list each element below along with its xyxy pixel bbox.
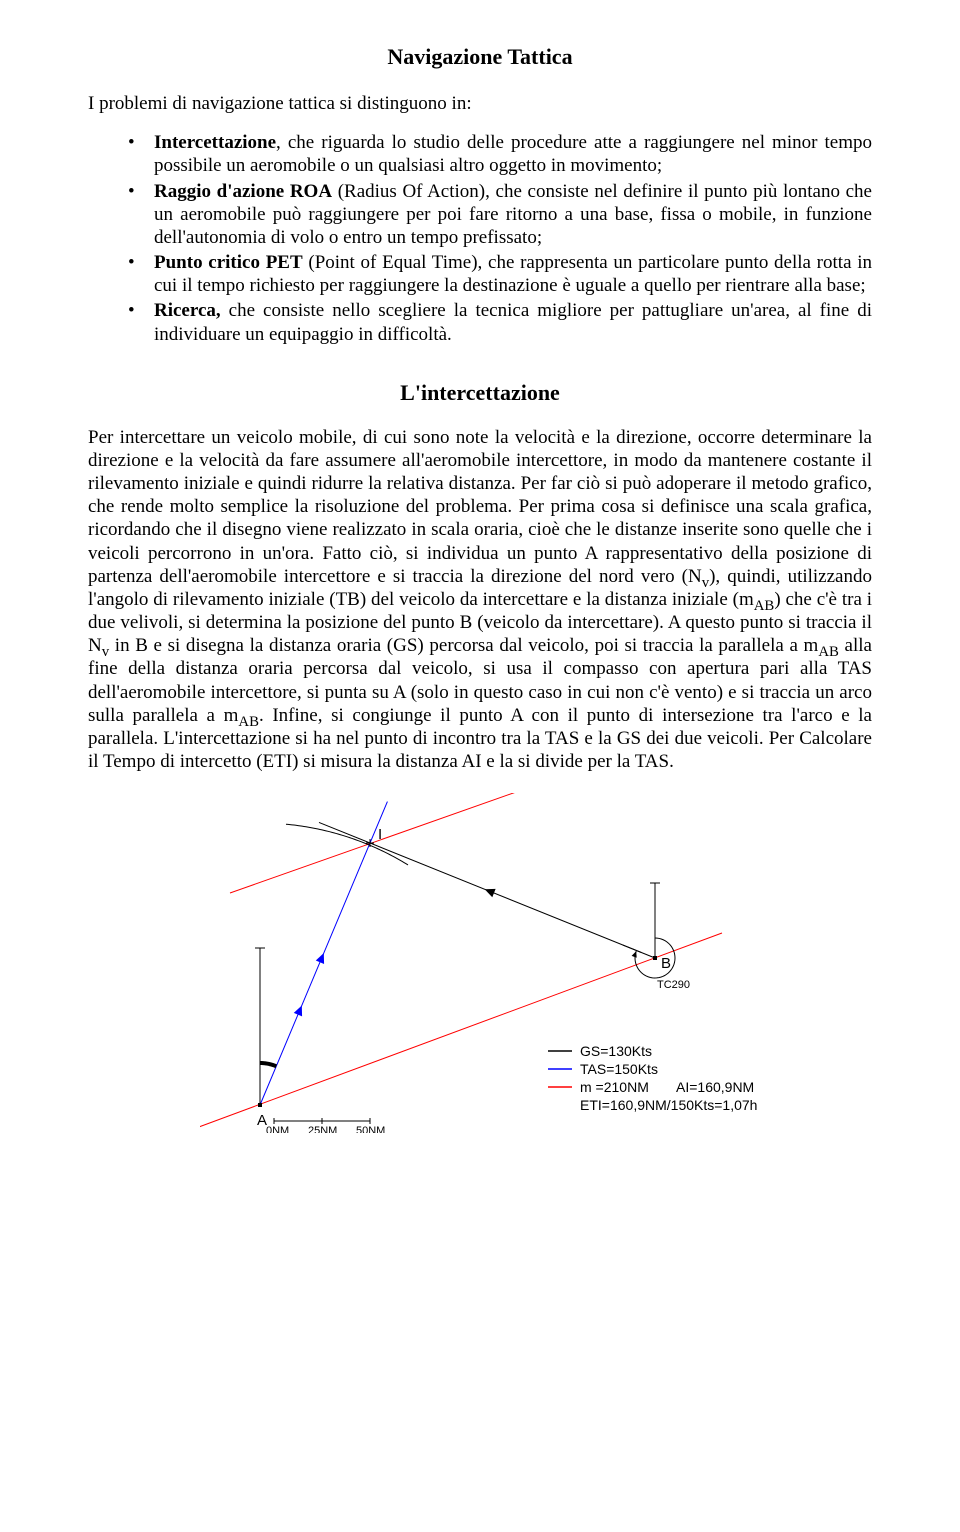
- body-paragraph: Per intercettare un veicolo mobile, di c…: [88, 426, 872, 774]
- diagram-container: ABITC2900NM25NM50NMGS=130KtsTAS=150Ktsm …: [88, 793, 872, 1133]
- page-root: Navigazione Tattica I problemi di naviga…: [0, 0, 960, 1173]
- svg-text:B: B: [661, 955, 671, 972]
- body-text: Per intercettare un veicolo mobile, di c…: [88, 427, 872, 587]
- svg-text:AI=160,9NM: AI=160,9NM: [676, 1079, 754, 1095]
- bullet-term: Punto critico PET: [154, 252, 303, 273]
- svg-text:GS=130Kts: GS=130Kts: [580, 1043, 652, 1059]
- section-title: L'intercettazione: [88, 380, 872, 406]
- bullet-term: Intercettazione: [154, 132, 276, 153]
- list-item: Ricerca, che consiste nello scegliere la…: [128, 299, 872, 345]
- svg-text:m =210NM: m =210NM: [580, 1079, 649, 1095]
- bullet-term: Ricerca,: [154, 300, 221, 321]
- intro-paragraph: I problemi di navigazione tattica si dis…: [88, 92, 872, 115]
- interception-diagram: ABITC2900NM25NM50NMGS=130KtsTAS=150Ktsm …: [200, 793, 760, 1133]
- bullet-list: Intercettazione, che riguarda lo studio …: [88, 131, 872, 346]
- svg-text:TC290: TC290: [657, 979, 690, 991]
- svg-text:50NM: 50NM: [356, 1125, 385, 1133]
- svg-text:I: I: [378, 826, 382, 843]
- list-item: Punto critico PET (Point of Equal Time),…: [128, 251, 872, 297]
- body-text: in B e si disegna la distanza oraria (GS…: [109, 635, 818, 656]
- page-title: Navigazione Tattica: [88, 44, 872, 70]
- svg-text:0NM: 0NM: [266, 1125, 289, 1133]
- svg-text:TAS=150Kts: TAS=150Kts: [580, 1061, 658, 1077]
- list-item: Raggio d'azione ROA (Radius Of Action), …: [128, 180, 872, 250]
- list-item: Intercettazione, che riguarda lo studio …: [128, 131, 872, 177]
- bullet-term: Raggio d'azione ROA: [154, 181, 332, 202]
- svg-text:25NM: 25NM: [308, 1125, 337, 1133]
- bullet-rest: che consiste nello scegliere la tecnica …: [154, 300, 872, 344]
- svg-text:ETI=160,9NM/150Kts=1,07h: ETI=160,9NM/150Kts=1,07h: [580, 1097, 757, 1113]
